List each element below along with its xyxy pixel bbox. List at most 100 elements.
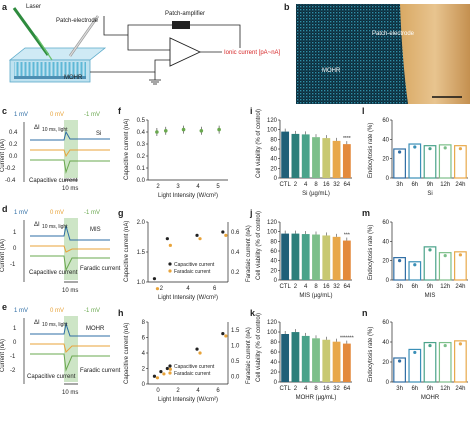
panel-label-j: j bbox=[249, 208, 253, 218]
legend-marker bbox=[168, 262, 172, 266]
x-tick-label: 8 bbox=[314, 182, 318, 188]
y-tick-label: 40 bbox=[382, 239, 389, 245]
y-tick-label: 0 bbox=[274, 176, 278, 182]
svg-text:0.2: 0.2 bbox=[9, 142, 18, 148]
x-tick-label: 16 bbox=[323, 386, 330, 392]
svg-text:10 ms, light: 10 ms, light bbox=[42, 322, 68, 328]
x-tick-label: 32 bbox=[333, 182, 340, 188]
panel-label-n: n bbox=[362, 308, 368, 318]
data-point bbox=[195, 233, 199, 237]
svg-text:-1: -1 bbox=[10, 354, 16, 360]
y2-tick-label: 0.2 bbox=[231, 270, 240, 276]
panel-label-l: l bbox=[362, 106, 365, 116]
panel-label-k: k bbox=[250, 308, 256, 318]
material-c: Si bbox=[96, 131, 101, 137]
x-tick-label: 2 bbox=[160, 286, 164, 292]
y-tick-label: 20 bbox=[382, 157, 389, 163]
y-axis-label: Capacitive current (nA) bbox=[124, 119, 130, 180]
panel-label-b: b bbox=[284, 2, 290, 12]
y-axis-label: Endocytosis rate (%) bbox=[368, 327, 374, 382]
bar bbox=[393, 357, 406, 383]
x-tick-label: CTL bbox=[279, 182, 291, 188]
data-point bbox=[413, 145, 417, 149]
x-tick-label: 3h bbox=[396, 284, 403, 290]
x-tick-label: 9h bbox=[427, 182, 434, 188]
x-tick-label: 64 bbox=[344, 284, 351, 290]
y-tick-label: 120 bbox=[267, 320, 278, 326]
y-axis-label: Capacitive current (nA) bbox=[124, 221, 130, 282]
y-tick-label: 0.1 bbox=[137, 166, 146, 172]
y2-tick-label: 1.0 bbox=[231, 343, 240, 349]
data-point bbox=[198, 237, 202, 241]
data-point bbox=[428, 147, 432, 151]
trace-minus1mv bbox=[30, 255, 110, 272]
bar bbox=[423, 246, 437, 281]
y2-tick-label: 1.5 bbox=[231, 328, 240, 334]
y-axis-label: Cell viability (% of control) bbox=[256, 109, 262, 178]
chart-i: i 0 20 40 60 80 100 120 Cell viability (% of con… bbox=[250, 106, 352, 197]
legend-1mv: 1 mV bbox=[14, 112, 28, 118]
significance-label: ******* bbox=[340, 336, 354, 342]
y-tick-label: 0 bbox=[386, 278, 390, 284]
ylabel-e: Current (nA) bbox=[0, 339, 6, 372]
label-mohr-a: MOHR bbox=[64, 75, 83, 81]
panel-label-m: m bbox=[362, 208, 370, 218]
y-tick-label: 20 bbox=[270, 268, 277, 274]
svg-text:0: 0 bbox=[13, 246, 17, 252]
bar bbox=[291, 233, 300, 280]
y-tick-label: 100 bbox=[267, 128, 278, 134]
svg-text:0 mV: 0 mV bbox=[50, 308, 64, 314]
legend-0mv: 0 mV bbox=[50, 112, 64, 118]
y-tick-label: 20 bbox=[382, 259, 389, 265]
y-tick-label: 20 bbox=[270, 370, 277, 376]
bar bbox=[312, 137, 320, 178]
svg-text:1: 1 bbox=[13, 326, 17, 332]
trace-minus1mv bbox=[30, 353, 110, 372]
svg-text:-1 mV: -1 mV bbox=[84, 210, 100, 216]
faradaic-label-d: Faradic current bbox=[80, 266, 121, 272]
x-tick-label: 6 bbox=[216, 388, 220, 394]
material-e: MOHR bbox=[86, 326, 105, 332]
bar bbox=[454, 340, 467, 383]
panel-label-i: i bbox=[250, 106, 253, 116]
svg-text:10 ms: 10 ms bbox=[62, 390, 78, 396]
y-tick-label: 0.3 bbox=[137, 142, 146, 148]
trace-1mv bbox=[30, 225, 110, 241]
data-point bbox=[398, 150, 402, 154]
y-tick-label: 0 bbox=[274, 380, 278, 386]
x-tick-label: 5 bbox=[216, 184, 220, 190]
bar bbox=[408, 348, 422, 383]
data-point bbox=[163, 129, 168, 133]
panel-c: c 1 mV 0 mV -1 mV ΔI 10 ms, light Si Cap… bbox=[0, 106, 110, 192]
bar bbox=[454, 145, 467, 179]
x-tick-label: 2 bbox=[294, 182, 298, 188]
x-axis-label: Light Intensity (W/cm²) bbox=[158, 193, 218, 199]
y-axis-label: Capacitive current (nA) bbox=[124, 323, 130, 384]
y-axis-label: Endocytosis rate (%) bbox=[368, 123, 374, 178]
svg-text:-0.4: -0.4 bbox=[5, 178, 16, 184]
x-tick-label: 2 bbox=[294, 284, 298, 290]
x-tick-label: 8 bbox=[314, 386, 318, 392]
y-tick-label: 120 bbox=[267, 220, 278, 226]
bar bbox=[438, 144, 452, 179]
x-tick-label: 12h bbox=[440, 386, 450, 392]
svg-text:10 ms, light: 10 ms, light bbox=[42, 127, 68, 133]
y-axis-label: Endocytosis rate (%) bbox=[368, 225, 374, 280]
scale-label-c: 10 ms bbox=[62, 186, 78, 192]
data-point bbox=[152, 277, 157, 281]
data-point bbox=[398, 359, 402, 363]
y2-tick-label: 0.0 bbox=[231, 374, 240, 380]
x-tick-label: CTL bbox=[279, 284, 291, 290]
x-tick-label: 2 bbox=[156, 184, 160, 190]
data-point bbox=[168, 367, 172, 371]
x-tick-label: 2 bbox=[294, 386, 298, 392]
chart-g: g 1.0 1.5 2.0 Capacitive current (nA) 2 4 6 Ligh… bbox=[118, 208, 252, 301]
ylabel-c: Current (nA) bbox=[0, 139, 6, 172]
y-tick-label: 60 bbox=[382, 220, 389, 226]
data-point bbox=[199, 129, 204, 133]
data-point bbox=[443, 343, 447, 348]
data-point bbox=[458, 253, 462, 257]
x-tick-label: 4 bbox=[196, 388, 200, 394]
material-d: MIS bbox=[90, 227, 101, 233]
x-tick-label: 24h bbox=[455, 182, 465, 188]
